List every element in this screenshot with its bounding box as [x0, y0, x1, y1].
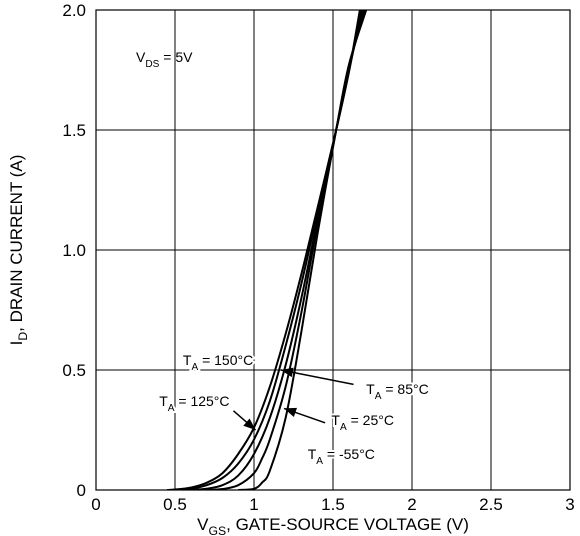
- vds-condition-label: VDS = 5V: [136, 49, 193, 70]
- y-tick-label: 0: [77, 481, 86, 500]
- y-tick-label: 1.0: [62, 241, 86, 260]
- y-tick-label: 2.0: [62, 1, 86, 20]
- x-axis-label: VGS, GATE-SOURCE VOLTAGE (V): [197, 515, 469, 536]
- axis-labels: VGS, GATE-SOURCE VOLTAGE (V) ID, DRAIN CU…: [7, 155, 469, 536]
- x-tick-label: 2: [407, 495, 416, 514]
- x-tick-label: 0.5: [163, 495, 187, 514]
- series-annotation-3: TA = 25°C: [331, 412, 394, 433]
- series-annotation-1: TA = 125°C: [159, 393, 229, 414]
- x-tick-label: 3: [565, 495, 574, 514]
- series-annotation-2: TA = 85°C: [366, 381, 429, 402]
- x-tick-label: 1: [249, 495, 258, 514]
- tick-labels: 0 0.5 1 1.5 2 2.5 3 0 0.5 1.0 1.5 2.0: [62, 1, 574, 514]
- annotations: TA = 150°CTA = 125°CTA = 85°CTA = 25°CTA…: [136, 49, 429, 467]
- y-tick-label: 0.5: [62, 361, 86, 380]
- x-tick-label: 2.5: [479, 495, 503, 514]
- x-tick-label: 1.5: [321, 495, 345, 514]
- series-annotation-4: TA = -55°C: [308, 446, 375, 467]
- y-axis-label: ID, DRAIN CURRENT (A): [7, 155, 30, 346]
- x-tick-label: 0: [91, 495, 100, 514]
- y-tick-label: 1.5: [62, 121, 86, 140]
